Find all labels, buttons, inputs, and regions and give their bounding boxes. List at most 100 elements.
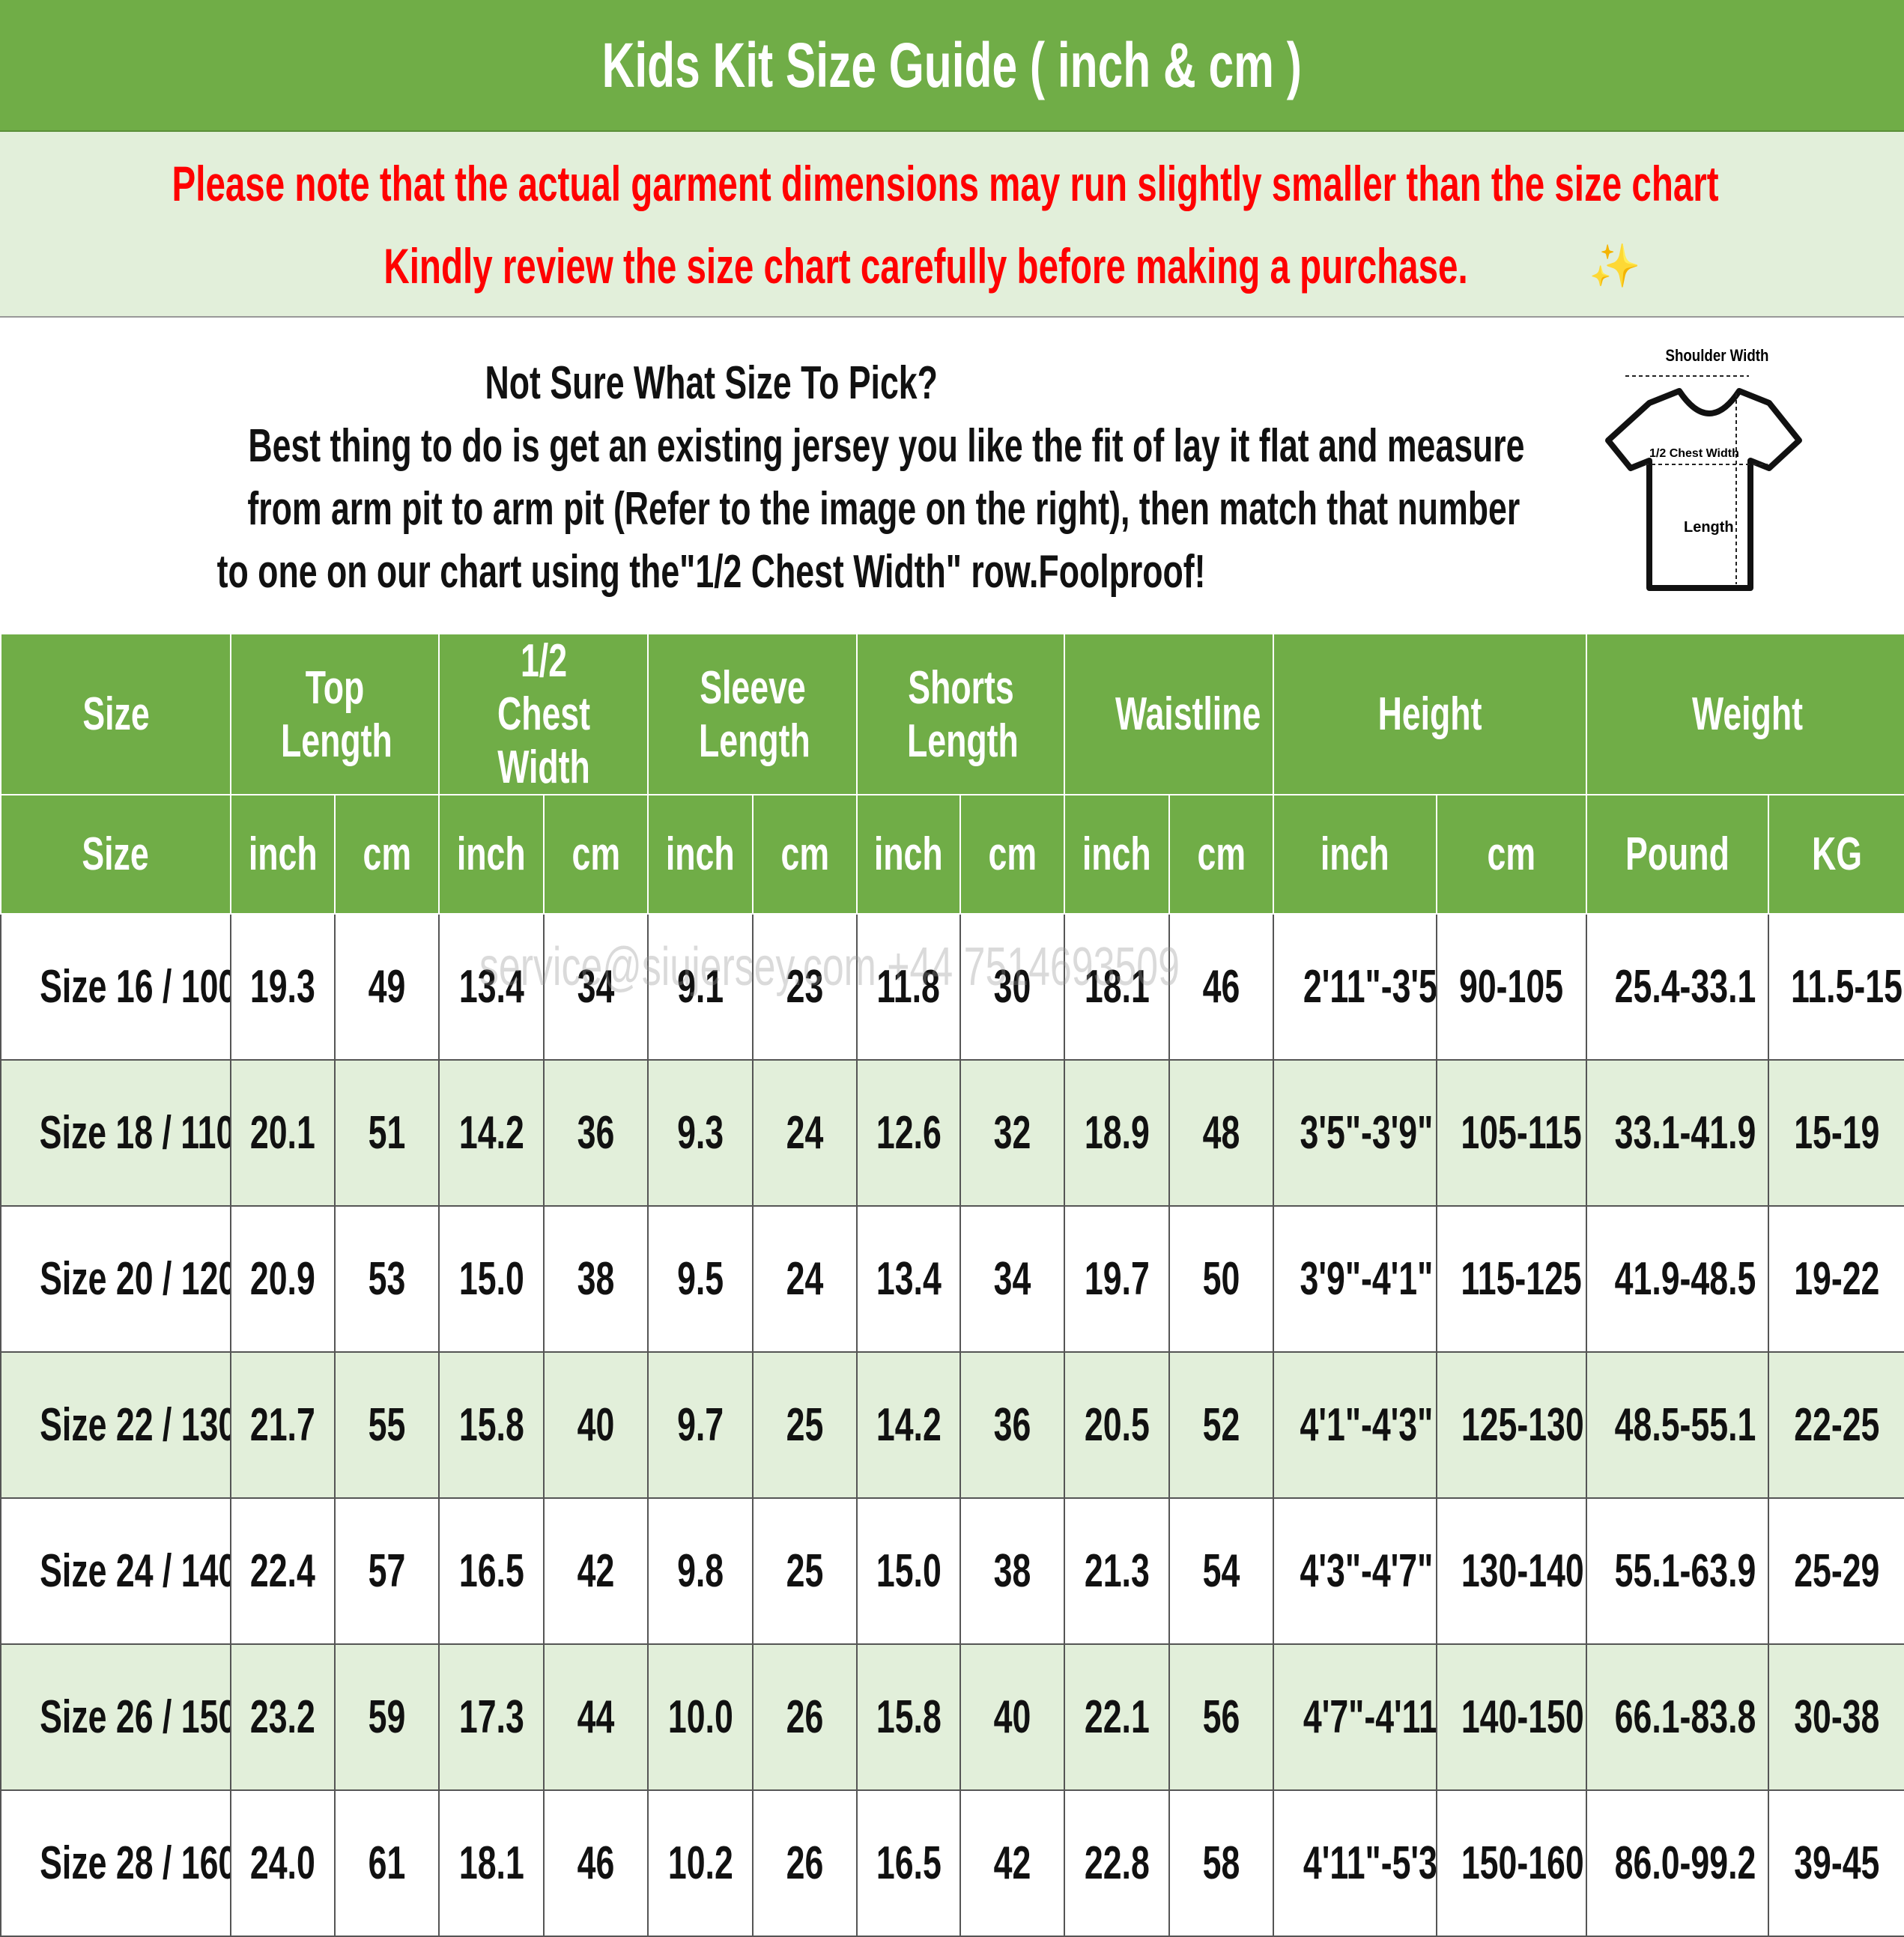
value-cell: 61 — [334, 1789, 440, 1937]
unit-header: cm — [959, 794, 1065, 915]
value-cell: 14.2 — [438, 1059, 545, 1207]
size-cell: Size 28 / 160 — [0, 1789, 231, 1937]
value-cell: 15-19 — [1768, 1059, 1904, 1207]
group-header: Size — [0, 633, 231, 795]
unit-header-row: Size inch cm inch cm inch cm inch cm inch cm inch cm… — [0, 794, 1904, 915]
value-cell: 12.6 — [856, 1059, 961, 1207]
group-header: Height — [1273, 633, 1587, 795]
unit-header: inch — [1064, 794, 1170, 915]
value-cell: 24 — [752, 1059, 858, 1207]
value-cell: 54 — [1168, 1497, 1274, 1645]
value-cell: 38 — [959, 1497, 1065, 1645]
value-cell: 22-25 — [1768, 1351, 1904, 1499]
size-cell: Size 22 / 130 — [0, 1351, 231, 1499]
value-cell: 26 — [752, 1789, 858, 1937]
group-header: Waistline — [1064, 633, 1274, 795]
value-cell: 9.7 — [647, 1351, 754, 1499]
size-cell: Size 20 / 120 — [0, 1205, 231, 1353]
unit-header: inch — [1273, 794, 1437, 915]
value-cell: 90-105 — [1436, 913, 1587, 1061]
group-header: Shorts Length — [856, 633, 1065, 795]
value-cell: 3'9"-4'1" — [1273, 1205, 1437, 1353]
group-header-row: Size Top Length 1/2 Chest Width Sleeve Leng… — [0, 633, 1904, 795]
value-cell: 20.9 — [230, 1205, 336, 1353]
group-header: 1/2 Chest Width — [438, 633, 649, 795]
value-cell: 40 — [959, 1643, 1065, 1791]
value-cell: 9.3 — [647, 1059, 754, 1207]
value-cell: 40 — [543, 1351, 649, 1499]
value-cell: 4'1"-4'3" — [1273, 1351, 1437, 1499]
unit-header: inch — [856, 794, 961, 915]
value-cell: 44 — [543, 1643, 649, 1791]
value-cell: 19-22 — [1768, 1205, 1904, 1353]
unit-header: cm — [1168, 794, 1274, 915]
value-cell: 105-115 — [1436, 1059, 1587, 1207]
value-cell: 2'11"-3'5" — [1273, 913, 1437, 1061]
size-cell: Size 18 / 110 — [0, 1059, 231, 1207]
value-cell: 21.7 — [230, 1351, 336, 1499]
value-cell: 51 — [334, 1059, 440, 1207]
value-cell: 15.0 — [856, 1497, 961, 1645]
table-row: Size 28 / 160 24.0 61 18.1 46 10.2 26 16.5 42 22.… — [0, 1789, 1904, 1937]
value-cell: 86.0-99.2 — [1586, 1789, 1769, 1937]
value-cell: 41.9-48.5 — [1586, 1205, 1769, 1353]
value-cell: 14.2 — [856, 1351, 961, 1499]
value-cell: 18.9 — [1064, 1059, 1170, 1207]
table-row: Size 20 / 120 20.9 53 15.0 38 9.5 24 13.4 34 19.7… — [0, 1205, 1904, 1353]
value-cell: 22.1 — [1064, 1643, 1170, 1791]
value-cell: 24.0 — [230, 1789, 336, 1937]
value-cell: 30-38 — [1768, 1643, 1904, 1791]
value-cell: 4'7"-4'11" — [1273, 1643, 1437, 1791]
unit-header: cm — [1436, 794, 1587, 915]
value-cell: 42 — [543, 1497, 649, 1645]
group-header: Sleeve Length — [647, 633, 858, 795]
value-cell: 48 — [1168, 1059, 1274, 1207]
value-cell: 20.5 — [1064, 1351, 1170, 1499]
value-cell: 10.0 — [647, 1643, 754, 1791]
value-cell: 9.1 — [647, 913, 754, 1061]
value-cell: 25 — [752, 1497, 858, 1645]
value-cell: 150-160 — [1436, 1789, 1587, 1937]
group-header: Top Length — [230, 633, 440, 795]
value-cell: 9.8 — [647, 1497, 754, 1645]
table-row: Size 22 / 130 21.7 55 15.8 40 9.7 25 14.2 36 20.5… — [0, 1351, 1904, 1499]
value-cell: 11.5-15 — [1768, 913, 1904, 1061]
value-cell: 16.5 — [438, 1497, 545, 1645]
unit-header: cm — [752, 794, 858, 915]
value-cell: 50 — [1168, 1205, 1274, 1353]
value-cell: 33.1-41.9 — [1586, 1059, 1769, 1207]
value-cell: 34 — [959, 1205, 1065, 1353]
value-cell: 66.1-83.8 — [1586, 1643, 1769, 1791]
value-cell: 58 — [1168, 1789, 1274, 1937]
shoulder-width-label: Shoulder Width — [1666, 348, 1769, 366]
unit-header: inch — [438, 794, 545, 915]
value-cell: 23 — [752, 913, 858, 1061]
value-cell: 15.8 — [856, 1643, 961, 1791]
value-cell: 18.1 — [438, 1789, 545, 1937]
value-cell: 42 — [959, 1789, 1065, 1937]
sparkles-icon: ✨ — [1589, 242, 1641, 289]
value-cell: 19.7 — [1064, 1205, 1170, 1353]
unit-header: cm — [543, 794, 649, 915]
value-cell: 11.8 — [856, 913, 961, 1061]
intro-section: Not Sure What Size To Pick? Best thing t… — [0, 318, 1904, 633]
size-cell: Size 26 / 150 — [0, 1643, 231, 1791]
tshirt-diagram: Shoulder Width 1/2 Chest Width Length — [1605, 348, 1802, 591]
unit-header: Size — [0, 794, 231, 915]
value-cell: 130-140 — [1436, 1497, 1587, 1645]
unit-header: cm — [334, 794, 440, 915]
value-cell: 49 — [334, 913, 440, 1061]
value-cell: 46 — [543, 1789, 649, 1937]
value-cell: 4'11"-5'3" — [1273, 1789, 1437, 1937]
page-title: Kids Kit Size Guide ( inch & cm ) — [0, 0, 1904, 132]
notice-line-2: Kindly review the size chart carefully b… — [383, 238, 1468, 294]
notice-banner: 📌 Please note that the actual garment di… — [0, 132, 1904, 318]
notice-line-1: Please note that the actual garment dime… — [172, 156, 1719, 211]
unit-header: Pound — [1586, 794, 1769, 915]
intro-line: from arm pit to arm pit (Refer to the im… — [247, 483, 1521, 535]
value-cell: 48.5-55.1 — [1586, 1351, 1769, 1499]
value-cell: 22.4 — [230, 1497, 336, 1645]
unit-header: inch — [230, 794, 336, 915]
value-cell: 15.8 — [438, 1351, 545, 1499]
value-cell: 53 — [334, 1205, 440, 1353]
